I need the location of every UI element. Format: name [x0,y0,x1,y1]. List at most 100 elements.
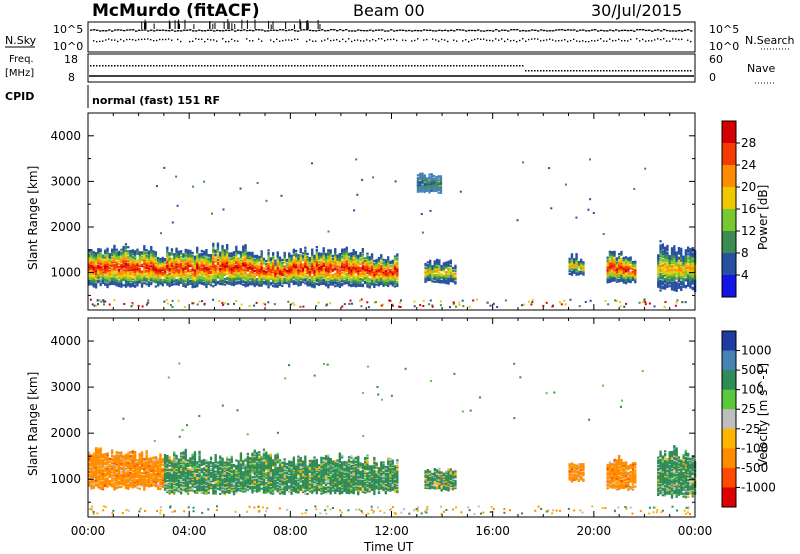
echo-cell [659,258,662,261]
echo-cell [94,279,98,282]
echo-cell [331,257,335,260]
echo-cell [239,263,243,266]
echo-cell [343,248,346,251]
echo-cell [345,268,348,271]
echo-cell [237,260,240,263]
echo-cell [124,263,128,266]
echo-cell [331,282,335,285]
echo-cell [370,265,374,268]
freq-tick-bottom: 8 [68,71,75,84]
echo-cell [216,254,220,257]
echo-cell [198,264,201,267]
echo-cell [629,265,632,269]
nave-point [249,65,251,67]
echo-cell [196,261,199,264]
nave-point [414,65,416,67]
echo-cell [439,182,443,185]
echo-cell [154,266,157,269]
echo-cell [329,261,332,264]
nsearch-point [555,40,557,42]
echo-cell [193,274,197,277]
echo-cell [435,280,439,283]
echo-cell [258,266,261,269]
echo-cell [134,263,137,266]
nsky-point [612,30,615,32]
echo-cell [145,265,148,268]
echo-cell [670,278,674,281]
echo-cell [530,303,533,306]
echo-cell [673,283,676,286]
echo-cell [207,269,210,272]
nsky-point [567,29,570,31]
echo-cell [350,272,353,275]
echo-cell [219,270,222,273]
echo-cell [246,283,249,286]
echo-cell [429,270,432,273]
echo-cell [613,274,616,277]
echo-cell [88,462,91,465]
nsky-point [513,29,516,31]
echo-cell [106,276,109,279]
echo-cell [288,252,291,255]
nave-point [177,65,179,67]
echo-cell [235,266,238,269]
echo-cell [664,286,667,289]
echo-cell [364,277,367,280]
echo-cell [182,264,185,267]
nsky-point [519,30,522,32]
echo-cell [94,259,98,262]
echo-cell [297,258,300,261]
echo-cell [368,274,371,277]
echo-cell [99,262,102,265]
echo-cell [375,268,378,271]
echo-cell [265,268,268,271]
echo-cell [159,266,162,269]
echo-cell [212,272,215,276]
echo-cell [629,257,632,260]
echo-cell [657,273,660,276]
nsearch-point [201,38,203,41]
echo-cell [380,273,383,276]
echo-cell [391,280,394,283]
nsky-point [660,30,663,32]
echo-cell [329,276,332,279]
echo-cell [235,282,238,285]
echo-cell [260,258,263,261]
echo-cell [389,270,392,273]
nave-point [660,70,662,72]
echo-cell [113,276,116,279]
echo-cell [136,281,139,284]
echo-cell [147,254,151,257]
echo-cell [664,256,667,259]
nsky-tick-top: 10^5 [53,23,83,36]
nsky-point [195,30,198,32]
echo-cell [322,269,325,272]
echo-cell [343,277,346,280]
echo-cell [124,256,128,259]
echo-cell [684,254,687,257]
nsearch-point [663,38,665,40]
echo-cell [278,271,282,274]
echo-cell [368,256,371,259]
echo-cell [673,276,676,279]
echo-cell [186,258,190,262]
nsky-point [219,30,222,32]
echo-cell [416,190,420,193]
echo-cell [200,282,203,285]
echo-cell [452,276,455,279]
nsky-point [687,29,690,31]
echo-cell [152,250,155,253]
echo-cell [122,276,125,279]
echo-cell [345,254,348,257]
echo-cell [631,276,635,279]
echo-cell [384,275,387,278]
echo-cell [666,261,669,264]
echo-cell [613,250,616,253]
echo-cell [608,263,612,266]
echo-cell [391,261,394,264]
nsky-point [291,29,294,31]
echo-cell [396,283,399,286]
echo-cell [251,268,254,271]
echo-cell [246,259,249,263]
nsky-point [114,29,117,31]
